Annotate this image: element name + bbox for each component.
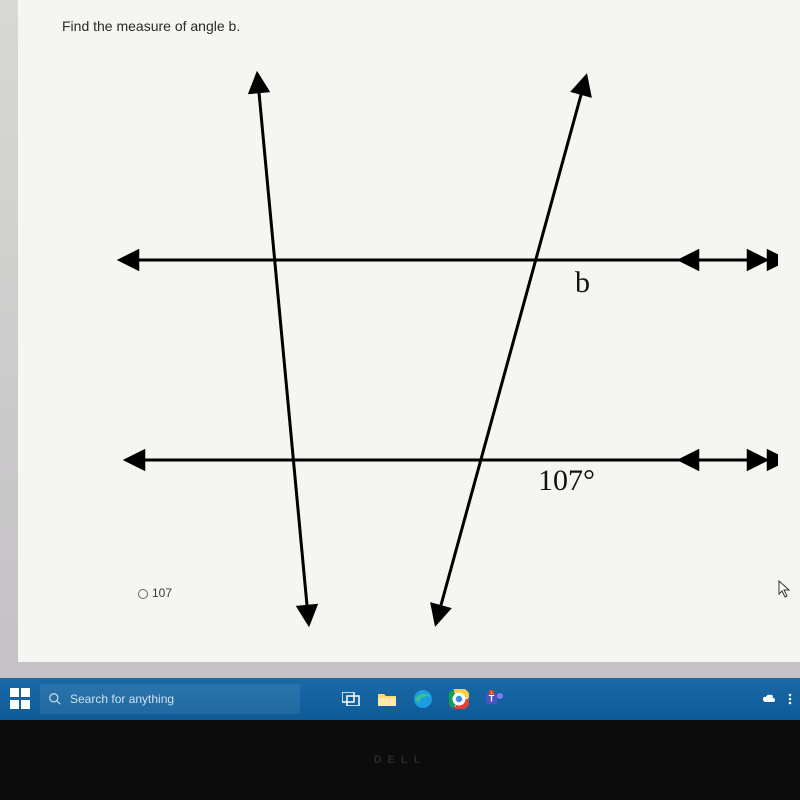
system-tray[interactable] — [762, 692, 794, 706]
radio-icon[interactable] — [138, 589, 148, 599]
start-button[interactable] — [10, 688, 32, 710]
display-area: Find the measure of angle b. — [0, 0, 800, 720]
tray-more-icon[interactable] — [786, 692, 794, 706]
search-icon — [48, 692, 62, 706]
angle-diagram: b 107° — [78, 40, 778, 640]
teams-icon[interactable]: T1 — [484, 688, 506, 710]
windows-taskbar[interactable]: Search for anything T1 — [0, 678, 800, 720]
laptop-bezel: DELL — [0, 720, 800, 800]
chrome-icon[interactable] — [448, 688, 470, 710]
question-text: Find the measure of angle b. — [62, 18, 240, 34]
file-explorer-icon[interactable] — [376, 688, 398, 710]
quiz-page: Find the measure of angle b. — [18, 0, 800, 662]
tray-cloud-icon[interactable] — [762, 692, 776, 706]
answer-option[interactable]: 107 — [138, 586, 172, 600]
laptop-screen: Find the measure of angle b. — [0, 0, 800, 800]
label-107: 107° — [538, 464, 595, 498]
taskbar-pinned: T1 — [340, 688, 506, 710]
diagram-svg — [78, 40, 778, 640]
search-placeholder: Search for anything — [70, 692, 174, 706]
edge-icon[interactable] — [412, 688, 434, 710]
right-transversal — [438, 84, 584, 616]
label-b: b — [575, 266, 590, 300]
task-view-icon[interactable] — [340, 688, 362, 710]
left-transversal — [258, 82, 308, 616]
laptop-brand: DELL — [374, 754, 427, 766]
answer-option-text: 107 — [152, 586, 172, 600]
taskbar-search[interactable]: Search for anything — [40, 684, 300, 714]
cursor-icon — [778, 580, 792, 603]
